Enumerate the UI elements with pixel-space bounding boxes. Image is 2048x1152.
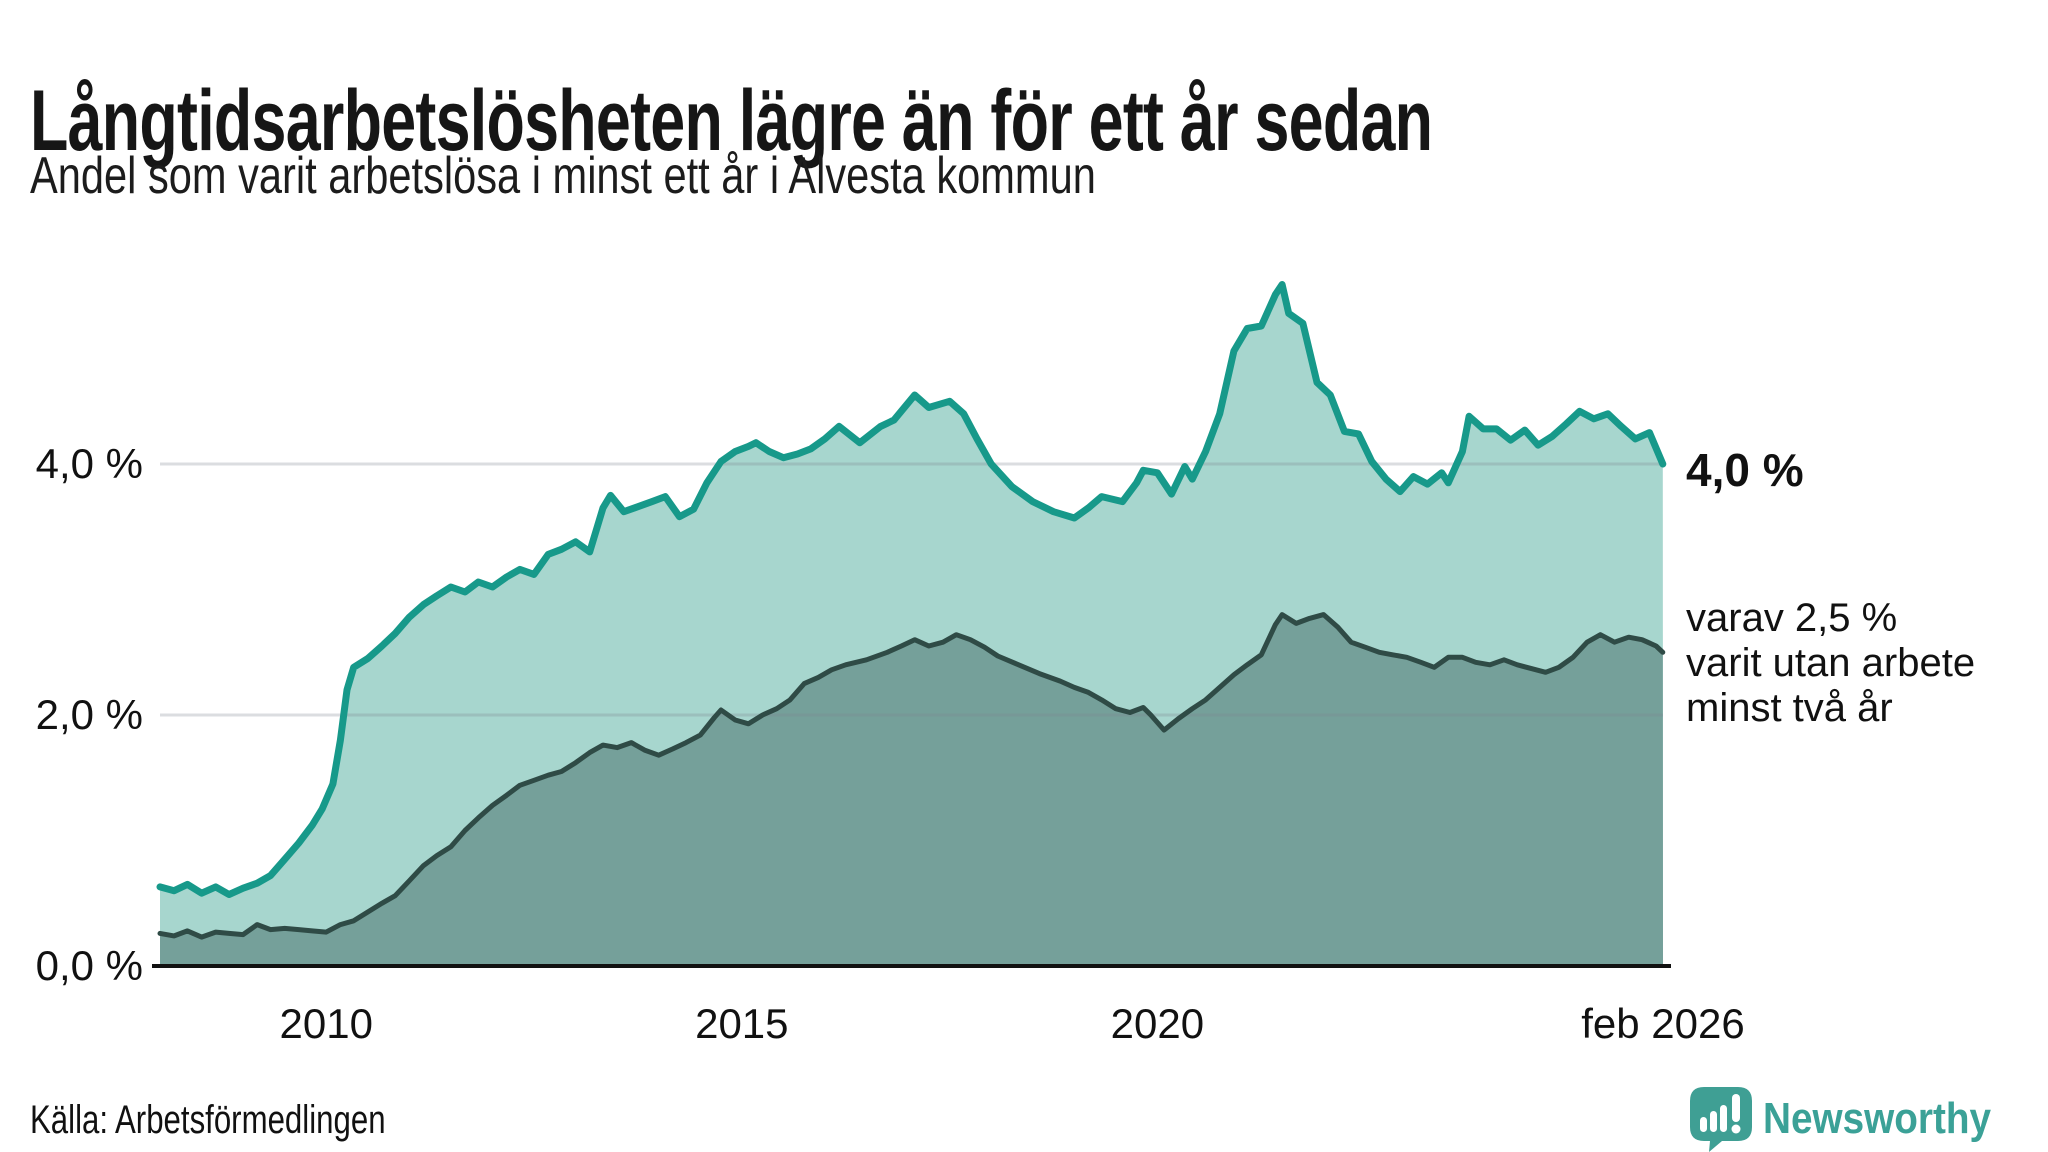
x-tick-label: 2020 bbox=[1110, 1000, 1205, 1047]
x-tick-label: 2010 bbox=[279, 1000, 373, 1047]
x-tick-label: 2015 bbox=[695, 1000, 789, 1047]
brand-wordmark: Newsworthy bbox=[1762, 1094, 1991, 1143]
series-end-value-label: 4,0 % bbox=[1686, 444, 1804, 496]
annotation-line: minst två år bbox=[1686, 686, 1893, 730]
annotation-line: varav 2,5 % bbox=[1686, 596, 1898, 640]
y-tick-label: 2,0 % bbox=[35, 691, 143, 738]
line-unemployed-1yr bbox=[156, 281, 1667, 898]
area-fill-unemployed-2yr bbox=[160, 614, 1663, 966]
newsworthy-logo: Newsworthy bbox=[1689, 1086, 2022, 1152]
speech-bubble-bar-chart-icon bbox=[1689, 1086, 1753, 1152]
line-unemployed-2yr bbox=[157, 612, 1666, 940]
y-tick-label: 0,0 % bbox=[35, 942, 143, 989]
y-tick-label: 4,0 % bbox=[35, 440, 143, 487]
page-subtitle: Andel som varit arbetslösa i minst ett å… bbox=[30, 147, 1096, 205]
series-secondary-annotation: varav 2,5 % varit utan arbete minst två … bbox=[1686, 596, 1975, 731]
annotation-line: varit utan arbete bbox=[1686, 641, 1976, 685]
source-note: Källa: Arbetsförmedlingen bbox=[30, 1098, 386, 1142]
page-title: Långtidsarbetslösheten lägre än för ett … bbox=[30, 72, 1433, 169]
x-tick-label: feb 2026 bbox=[1581, 1000, 1745, 1047]
